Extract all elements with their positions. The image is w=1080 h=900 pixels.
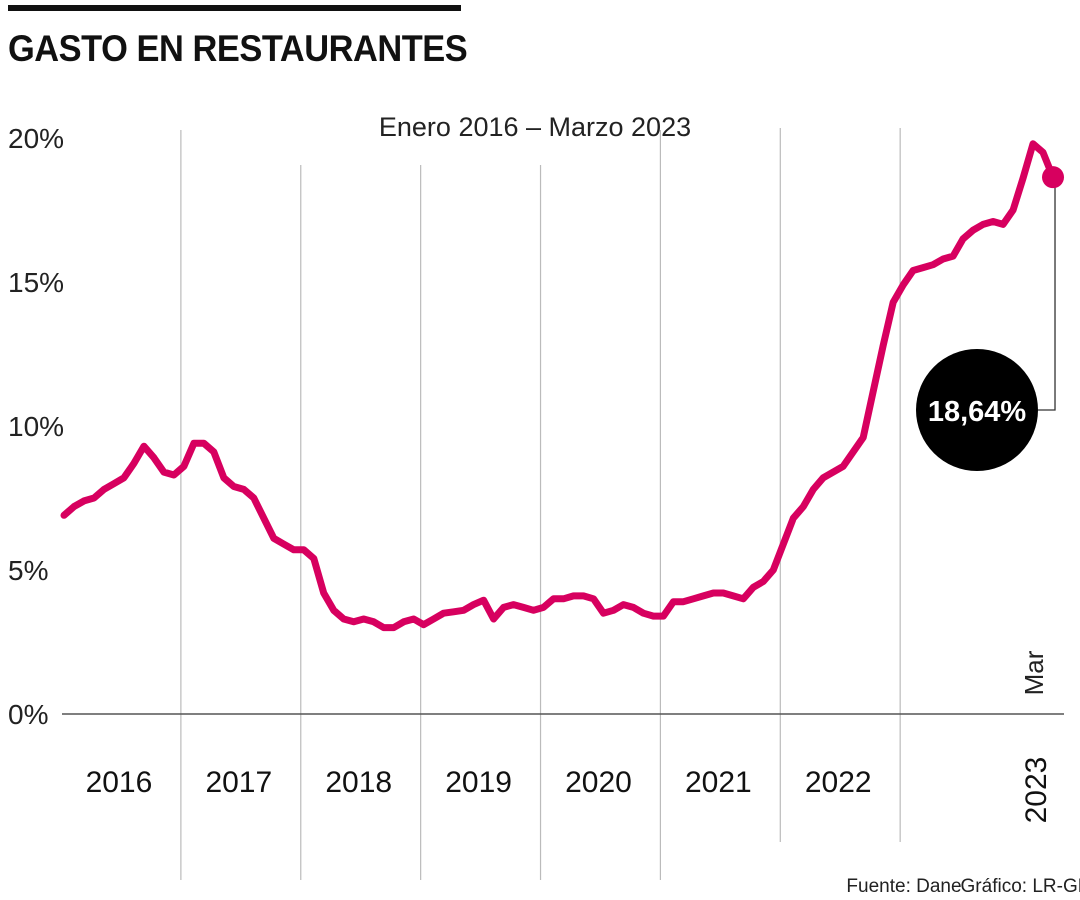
callout-leader-line <box>1038 187 1056 411</box>
chart-subtitle: Enero 2016 – Marzo 2023 <box>379 112 691 142</box>
source-credit: Fuente: Dane <box>846 876 961 897</box>
last-value-marker <box>1042 166 1065 189</box>
year-label: 2023 <box>1020 757 1053 824</box>
y-tick-label: 5% <box>8 555 48 586</box>
year-label: 2021 <box>685 766 752 799</box>
year-gridlines <box>180 128 901 880</box>
year-label: 2018 <box>325 766 392 799</box>
callout-value: 18,64% <box>928 396 1027 428</box>
year-labels: 2016 2017 2018 2019 2020 2021 2022 2023 <box>86 757 1053 824</box>
y-tick-label: 10% <box>8 411 64 442</box>
y-tick-labels: 0% 5% 10% 15% 20% <box>8 123 64 730</box>
year-label: 2017 <box>205 766 272 799</box>
y-tick-label: 20% <box>8 123 64 154</box>
year-label: 2016 <box>86 766 153 799</box>
year-label: 2020 <box>565 766 632 799</box>
callout-circle <box>916 349 1038 471</box>
y-tick-label: 15% <box>8 267 64 298</box>
year-label: 2022 <box>805 766 872 799</box>
top-rule <box>8 5 461 11</box>
y-tick-label: 0% <box>8 699 48 730</box>
year-label: 2019 <box>445 766 512 799</box>
series-line <box>60 140 1057 632</box>
graphic-credit: Gráfico: LR-GR <box>961 876 1080 897</box>
month-label-mar: Mar <box>1019 650 1049 695</box>
chart-title: GASTO EN RESTAURANTES <box>8 28 468 69</box>
